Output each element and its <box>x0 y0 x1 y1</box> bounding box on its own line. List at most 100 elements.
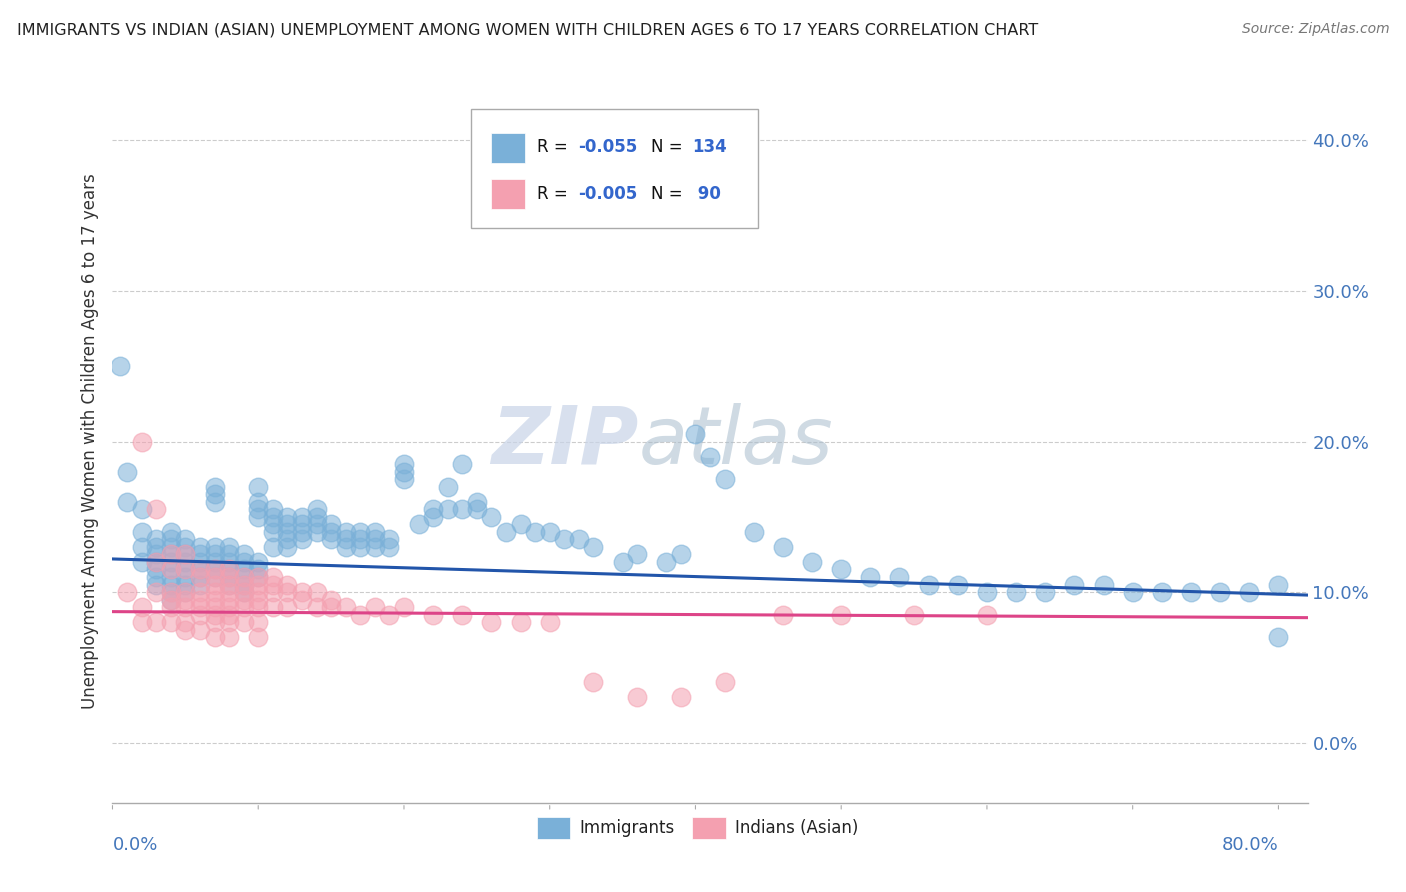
Point <box>131 540 153 554</box>
Point <box>392 600 415 615</box>
Point <box>291 517 314 532</box>
Point <box>830 607 852 622</box>
Point <box>204 607 226 622</box>
Point <box>276 524 298 539</box>
Point <box>218 592 240 607</box>
Point <box>188 570 211 584</box>
Point <box>436 480 458 494</box>
Point <box>218 630 240 644</box>
Point <box>159 548 181 562</box>
Point <box>145 615 167 630</box>
Point <box>204 577 226 591</box>
Point <box>364 540 387 554</box>
Point <box>889 570 911 584</box>
Point <box>451 607 474 622</box>
Point <box>276 509 298 524</box>
Point <box>669 548 692 562</box>
Point <box>291 524 314 539</box>
Point <box>188 555 211 569</box>
Point <box>218 577 240 591</box>
Point <box>247 562 270 576</box>
Point <box>188 592 211 607</box>
Point <box>188 548 211 562</box>
Point <box>232 577 254 591</box>
Point <box>1005 585 1028 599</box>
Point <box>159 592 181 607</box>
Point <box>276 600 298 615</box>
Point <box>131 555 153 569</box>
Point <box>174 570 197 584</box>
Point <box>145 533 167 547</box>
Point <box>131 502 153 516</box>
Point <box>247 585 270 599</box>
Point <box>159 592 181 607</box>
Point <box>276 517 298 532</box>
Point <box>903 607 925 622</box>
Text: Source: ZipAtlas.com: Source: ZipAtlas.com <box>1241 22 1389 37</box>
Point <box>1209 585 1232 599</box>
Point <box>188 562 211 576</box>
Point <box>204 585 226 599</box>
Point <box>174 533 197 547</box>
Point <box>408 517 430 532</box>
Point <box>364 600 387 615</box>
Text: 90: 90 <box>692 185 721 202</box>
Point <box>159 562 181 576</box>
Point <box>174 592 197 607</box>
Point <box>276 533 298 547</box>
Point <box>174 548 197 562</box>
Point <box>174 562 197 576</box>
Point <box>319 524 342 539</box>
Point <box>232 577 254 591</box>
Point <box>218 540 240 554</box>
Point <box>305 517 328 532</box>
Point <box>145 585 167 599</box>
Point <box>422 607 444 622</box>
Point <box>159 548 181 562</box>
Point <box>159 585 181 599</box>
Point <box>538 615 561 630</box>
Point <box>204 540 226 554</box>
Point <box>699 450 721 464</box>
Point <box>392 465 415 479</box>
Point <box>392 472 415 486</box>
Point <box>145 548 167 562</box>
Text: R =: R = <box>537 138 572 156</box>
Point <box>262 577 284 591</box>
Point <box>524 524 547 539</box>
Point <box>232 548 254 562</box>
Point <box>145 577 167 591</box>
Point <box>188 600 211 615</box>
Point <box>145 562 167 576</box>
Point <box>262 600 284 615</box>
Point <box>392 457 415 471</box>
Point <box>742 524 765 539</box>
Text: N =: N = <box>651 138 689 156</box>
Point <box>159 577 181 591</box>
Point <box>262 524 284 539</box>
Point <box>188 540 211 554</box>
Point <box>145 555 167 569</box>
Point <box>232 592 254 607</box>
Point <box>115 465 138 479</box>
Point <box>174 615 197 630</box>
Point <box>115 585 138 599</box>
Point <box>305 524 328 539</box>
Point <box>188 623 211 637</box>
Point <box>305 502 328 516</box>
Point <box>465 502 488 516</box>
Point <box>262 517 284 532</box>
Point <box>335 533 357 547</box>
Point <box>204 600 226 615</box>
Point <box>655 555 678 569</box>
Point <box>247 570 270 584</box>
Point <box>262 502 284 516</box>
Text: ZIP: ZIP <box>491 402 638 481</box>
Point <box>174 585 197 599</box>
Point <box>232 615 254 630</box>
Point <box>232 585 254 599</box>
Point <box>204 487 226 501</box>
Point <box>451 457 474 471</box>
Point <box>247 577 270 591</box>
Text: atlas: atlas <box>638 402 834 481</box>
